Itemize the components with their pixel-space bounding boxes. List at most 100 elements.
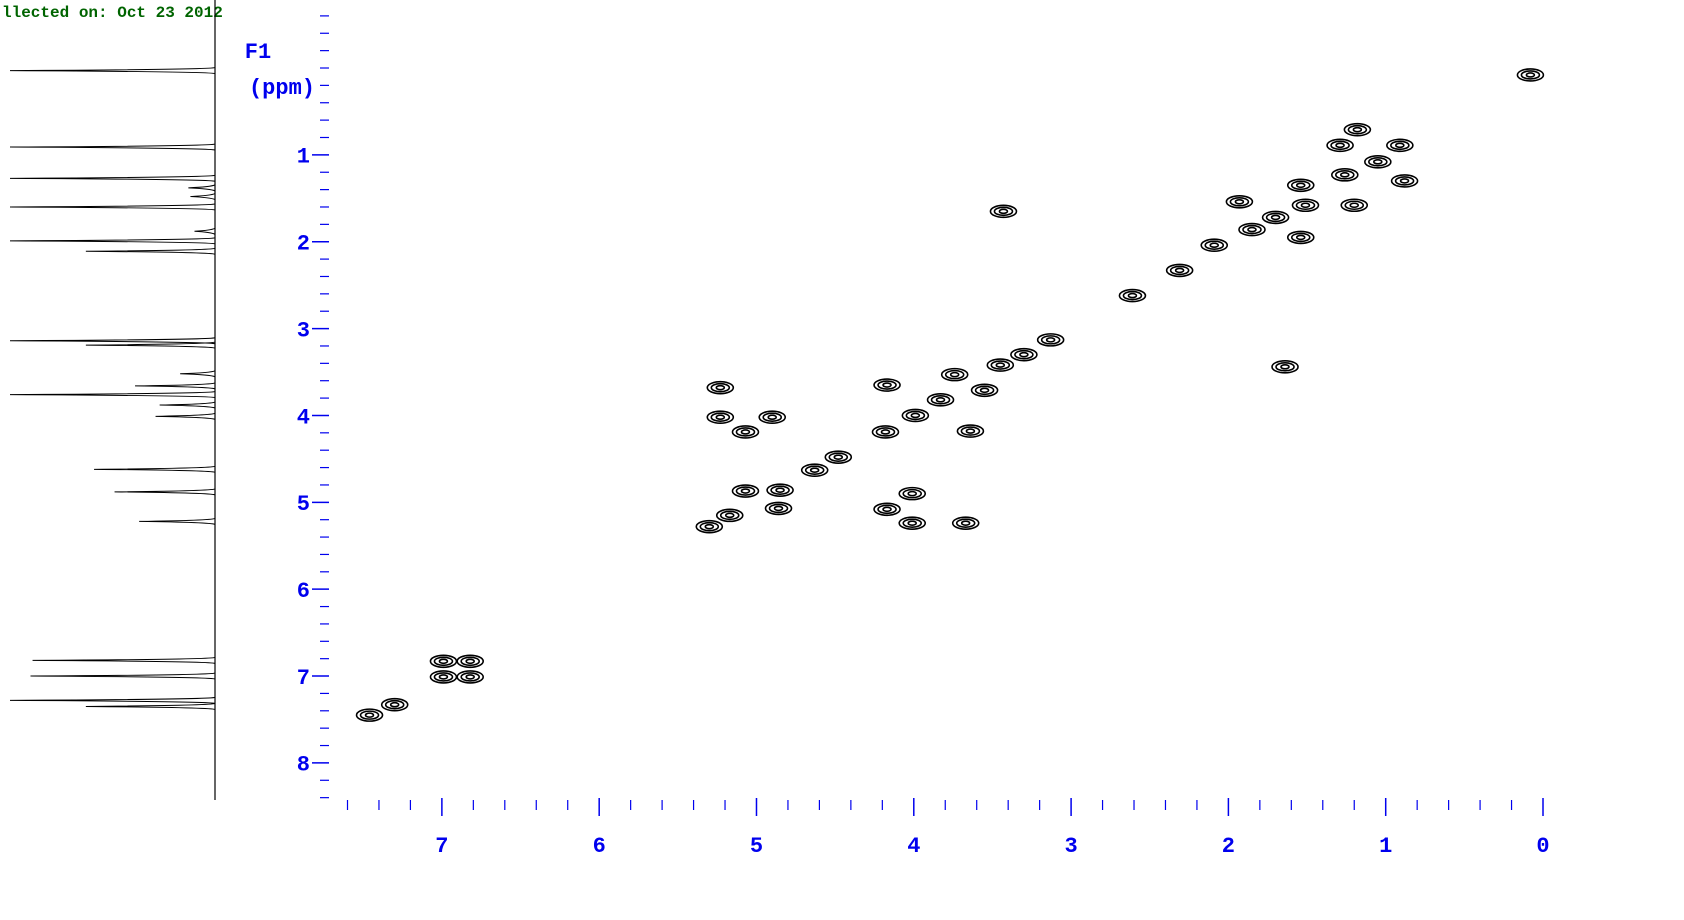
contour: [951, 516, 980, 530]
contour: [1174, 267, 1185, 274]
y-tick-label: 1: [297, 145, 310, 170]
cross-peak: [715, 508, 744, 523]
contour: [1295, 200, 1316, 211]
contour: [990, 360, 1011, 370]
contour: [715, 508, 744, 523]
contour: [456, 654, 484, 669]
cross-peak: [1516, 68, 1545, 82]
contour: [986, 358, 1015, 372]
contour: [380, 697, 409, 712]
contour: [719, 510, 740, 521]
contour: [1364, 155, 1392, 169]
cross-peak: [898, 516, 927, 530]
contour: [364, 712, 375, 718]
projection-peak: [9, 237, 216, 245]
contour: [901, 408, 930, 423]
projection-peak: [194, 227, 216, 235]
contour: [1204, 240, 1225, 251]
contour: [828, 452, 849, 462]
contour: [704, 523, 715, 530]
contour: [460, 656, 480, 667]
contour: [935, 397, 946, 403]
cross-peak: [731, 425, 760, 439]
x-tick-label: 5: [750, 834, 763, 859]
cross-peak: [926, 393, 955, 407]
contour: [1247, 226, 1257, 233]
contour: [1352, 126, 1363, 133]
contour: [877, 504, 897, 515]
chart-title: llected on: Oct 23 2012: [2, 4, 223, 22]
contour: [1280, 364, 1290, 370]
contour: [1295, 182, 1306, 189]
contour: [1010, 347, 1038, 362]
cross-peak: [731, 484, 760, 498]
contour: [433, 672, 454, 682]
contour: [1330, 140, 1350, 151]
cross-peak: [1238, 222, 1266, 237]
contour: [1335, 170, 1355, 180]
contour: [902, 518, 923, 528]
cross-peak: [940, 367, 969, 382]
contour: [764, 501, 793, 516]
contour: [1520, 70, 1541, 80]
contour: [1347, 124, 1368, 135]
contour: [775, 487, 785, 493]
y-tick-label: 4: [297, 405, 310, 430]
cross-peak: [1010, 347, 1038, 362]
contour: [873, 502, 901, 517]
contour: [1390, 140, 1410, 151]
cross-peak: [429, 670, 458, 684]
contour: [1036, 333, 1065, 347]
contour: [965, 428, 976, 434]
contour: [989, 204, 1018, 219]
contour: [1399, 178, 1410, 184]
cross-peak: [956, 424, 985, 438]
projection-peak: [135, 382, 216, 390]
contour: [731, 484, 760, 498]
cross-peak: [706, 410, 735, 424]
contour: [1295, 234, 1306, 241]
contour: [695, 519, 724, 534]
projection-peak: [9, 143, 216, 151]
cross-peak: [1326, 138, 1354, 153]
cross-peak: [800, 463, 829, 477]
contour: [1290, 180, 1311, 191]
y-tick-label: 7: [297, 666, 310, 691]
projection-peak: [32, 656, 216, 664]
cross-peak: [456, 654, 484, 669]
projection-peak: [85, 247, 216, 255]
contour: [773, 505, 784, 512]
x-tick-label: 1: [1379, 834, 1392, 859]
cross-peak: [1364, 155, 1392, 169]
projection-peak: [188, 184, 216, 192]
contour: [1200, 238, 1229, 253]
contour: [910, 412, 921, 419]
contour: [1344, 200, 1365, 211]
x-tick-label: 0: [1536, 834, 1549, 859]
contour: [710, 382, 731, 393]
contour: [1395, 142, 1405, 149]
contour: [1326, 138, 1354, 153]
contour: [993, 206, 1014, 217]
contour: [1290, 232, 1311, 243]
cross-peak: [986, 358, 1015, 372]
contour: [970, 383, 999, 398]
cross-peak: [695, 519, 724, 534]
contour: [731, 425, 760, 439]
cross-peak: [1286, 178, 1315, 193]
y-axis-label: (ppm): [249, 76, 315, 101]
cross-peak: [456, 670, 484, 684]
contour: [1343, 122, 1372, 137]
cross-peak: [380, 697, 409, 712]
contour: [955, 518, 976, 528]
contour: [871, 425, 900, 439]
contour: [706, 380, 735, 395]
contour: [1286, 230, 1315, 245]
contour: [1516, 68, 1545, 82]
cross-peak: [989, 204, 1018, 219]
x-tick-label: 2: [1222, 834, 1235, 859]
contour: [1045, 337, 1056, 343]
contour: [898, 486, 927, 501]
cross-peak: [951, 516, 980, 530]
